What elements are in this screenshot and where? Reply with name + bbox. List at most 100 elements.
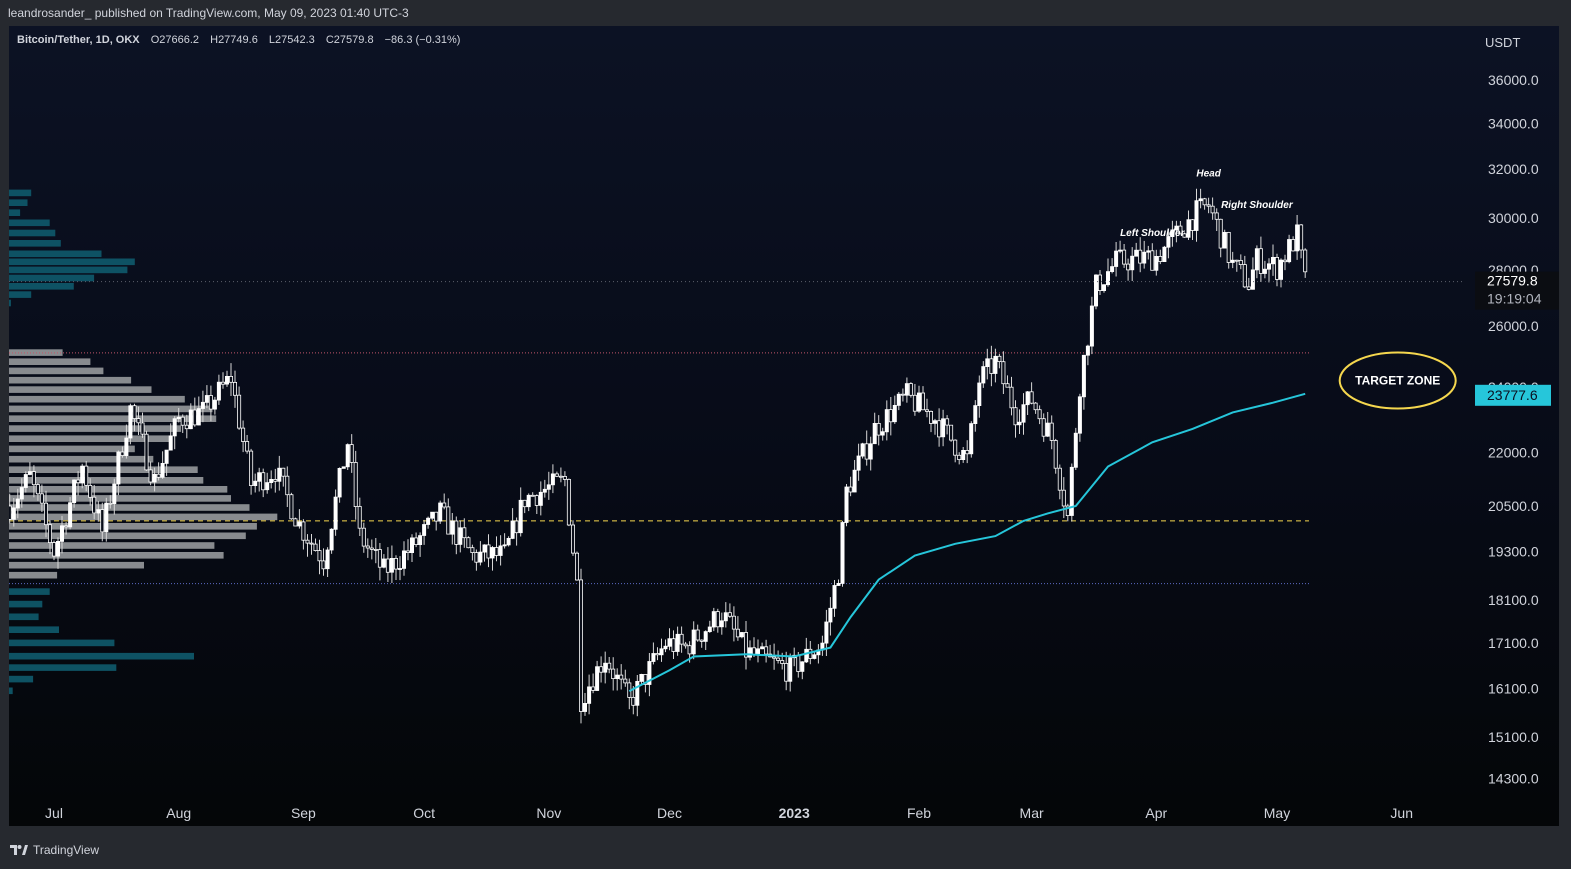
candle[interactable] [35,484,40,495]
candle[interactable] [1226,231,1231,263]
candle[interactable] [554,473,559,477]
candle[interactable] [450,520,455,535]
candle[interactable] [989,358,994,374]
candle[interactable] [566,478,571,526]
candle[interactable] [1102,284,1107,292]
candle[interactable] [856,455,861,471]
candle[interactable] [764,646,769,655]
candle[interactable] [369,547,374,550]
candle[interactable] [587,686,592,704]
candle[interactable] [1218,218,1223,249]
candle[interactable] [289,494,294,520]
candle[interactable] [478,551,483,563]
candle[interactable] [643,674,648,685]
candle[interactable] [611,668,616,679]
candle[interactable] [466,537,471,549]
candle[interactable] [373,549,378,551]
candle[interactable] [200,401,205,409]
candle[interactable] [1170,229,1175,237]
candle[interactable] [973,405,978,425]
ma-value-badge[interactable] [1475,384,1551,406]
candle[interactable] [418,535,423,546]
candle[interactable] [1069,466,1074,516]
candle[interactable] [575,552,580,581]
candle[interactable] [76,479,81,484]
candle[interactable] [144,433,149,471]
candle[interactable] [241,427,246,442]
candle[interactable] [72,479,77,504]
candle[interactable] [345,444,350,468]
candle[interactable] [277,467,282,482]
moving-average-line[interactable] [628,392,1306,692]
candle[interactable] [297,521,302,527]
candle[interactable] [84,465,89,486]
candle[interactable] [56,541,61,557]
candle[interactable] [1283,259,1288,263]
candle[interactable] [140,422,145,435]
candle[interactable] [196,408,201,426]
candle[interactable] [393,558,398,570]
candle[interactable] [925,409,930,412]
chart-area[interactable]: Head Left Shoulder Right Shoulder TARGET ZO… [9,26,1559,826]
candle[interactable] [92,496,97,514]
candle[interactable] [470,547,475,554]
candle[interactable] [325,549,330,570]
candle[interactable] [558,475,563,478]
candle[interactable] [220,381,225,385]
candle[interactable] [52,542,57,557]
candle[interactable] [60,525,65,542]
candle[interactable] [1250,269,1255,290]
candle[interactable] [353,462,358,507]
candle[interactable] [1279,259,1284,280]
candle[interactable] [232,381,237,396]
candle[interactable] [824,621,829,644]
candle[interactable] [31,471,36,486]
candle[interactable] [607,662,612,670]
candle[interactable] [474,552,479,563]
candle[interactable] [19,487,24,500]
candle[interactable] [526,494,531,508]
candle[interactable] [9,505,12,520]
candle[interactable] [498,545,503,556]
candle[interactable] [752,647,757,655]
candle[interactable] [261,472,266,491]
candle[interactable] [430,511,435,519]
candle[interactable] [96,509,101,514]
candle[interactable] [908,383,913,396]
candle[interactable] [510,520,515,539]
candle[interactable] [1118,249,1123,252]
candle[interactable] [727,612,732,617]
candle[interactable] [502,544,507,547]
candle[interactable] [204,395,209,403]
candle[interactable] [381,558,386,568]
candle[interactable] [832,585,837,609]
candle[interactable] [1077,396,1082,434]
candle[interactable] [1106,271,1111,286]
candle[interactable] [659,648,664,656]
candle[interactable] [876,422,881,436]
candle[interactable] [1198,198,1203,202]
candle[interactable] [848,486,853,493]
candle[interactable] [599,666,604,673]
candle[interactable] [462,527,467,539]
candle[interactable] [1254,248,1259,271]
candle[interactable] [760,646,765,650]
candle[interactable] [321,560,326,570]
candle[interactable] [655,653,660,656]
candle[interactable] [1234,259,1239,262]
candle[interactable] [1057,467,1062,491]
candle[interactable] [651,653,656,662]
candle[interactable] [1017,421,1022,426]
candle[interactable] [780,660,785,664]
candle[interactable] [11,507,16,520]
candle[interactable] [595,666,600,691]
candle[interactable] [1094,274,1099,307]
candle[interactable] [571,524,576,554]
candle[interactable] [744,632,749,658]
candle[interactable] [506,538,511,546]
candle[interactable] [1138,249,1143,264]
candle[interactable] [112,483,117,505]
candle[interactable] [912,394,917,412]
candle[interactable] [683,643,688,647]
candle[interactable] [482,544,487,553]
